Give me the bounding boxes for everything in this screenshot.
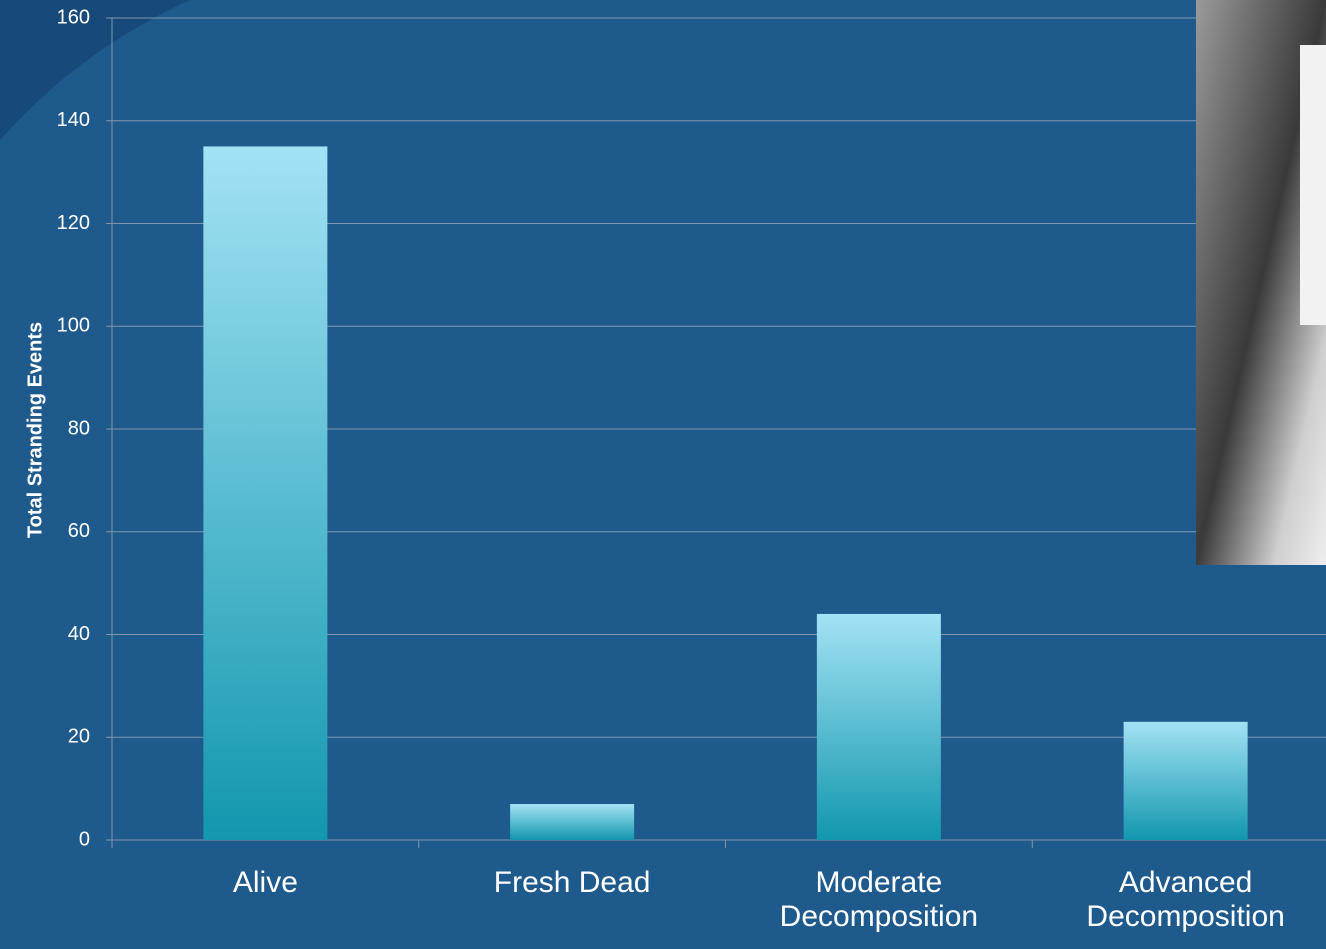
bar — [1123, 721, 1248, 840]
bar — [816, 613, 941, 840]
x-tick-label: Alive — [232, 866, 298, 899]
x-tick-label: Moderate Decomposition — [779, 866, 979, 933]
x-tick-label: Fresh Dead — [493, 866, 651, 899]
y-tick-label: 140 — [57, 109, 90, 131]
y-tick-label: 120 — [57, 212, 90, 234]
y-tick-label: 160 — [57, 6, 90, 28]
x-tick-label: Advanced Decomposition — [1086, 866, 1285, 933]
y-tick-label: 80 — [68, 417, 90, 439]
y-tick-label: 0 — [79, 828, 90, 850]
bar — [203, 146, 328, 840]
y-tick-label: 100 — [57, 315, 90, 337]
y-tick-label: 40 — [68, 623, 90, 645]
y-tick-label: 20 — [68, 726, 90, 748]
corner-decoration — [0, 0, 190, 140]
y-axis-label: Total Stranding Events — [24, 322, 46, 538]
bar — [510, 804, 635, 840]
photo-ruler — [1300, 45, 1326, 325]
y-tick-label: 60 — [68, 520, 90, 542]
